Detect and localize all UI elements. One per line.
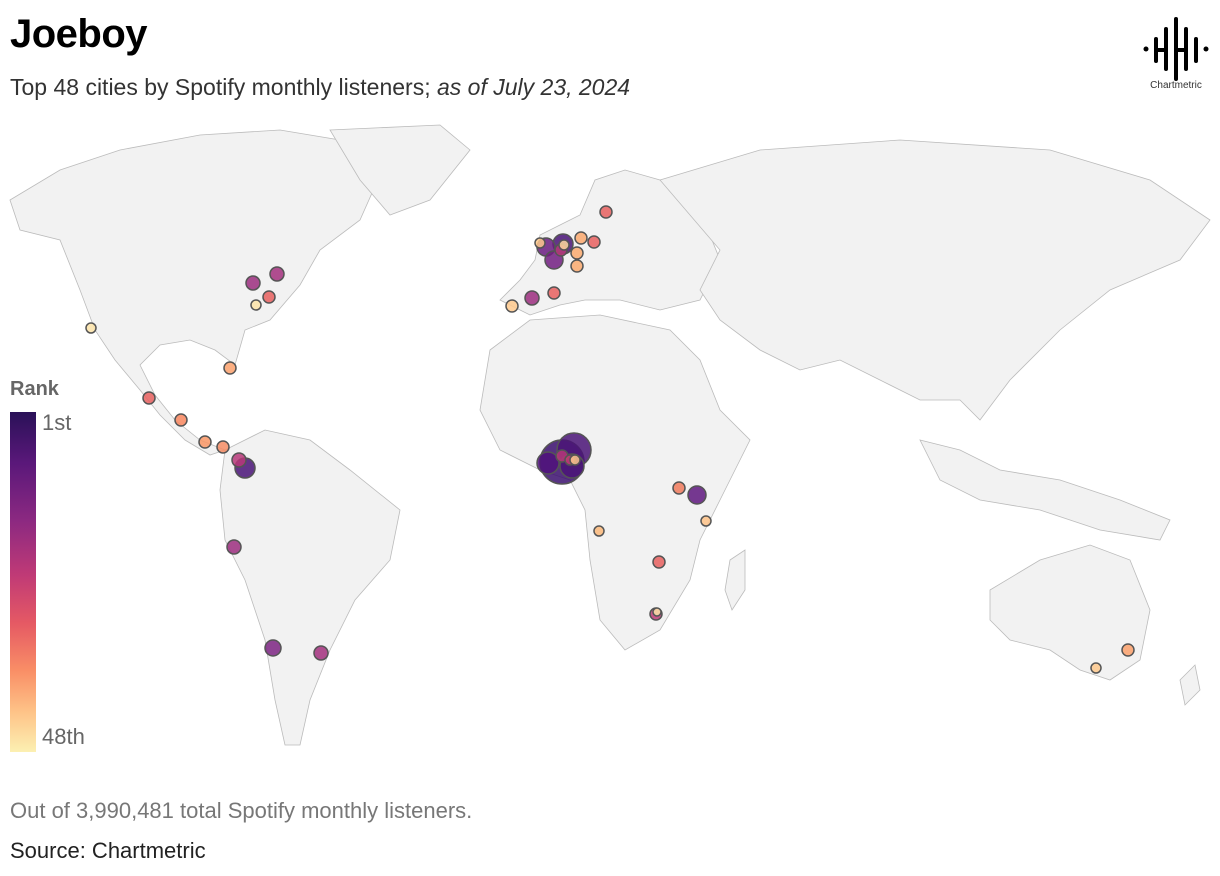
city-bubble <box>547 286 561 300</box>
city-bubble <box>1121 643 1135 657</box>
city-bubbles <box>85 205 1135 674</box>
city-bubble <box>599 205 613 219</box>
subtitle-main: Top 48 cities by Spotify monthly listene… <box>10 74 437 100</box>
city-bubble <box>223 361 237 375</box>
city-bubble <box>174 413 188 427</box>
city-bubble <box>687 485 707 505</box>
city-bubble <box>536 451 560 475</box>
city-bubble <box>524 290 540 306</box>
subtitle-date: as of July 23, 2024 <box>436 74 631 100</box>
city-bubble <box>142 391 156 405</box>
city-bubble <box>505 299 519 313</box>
city-bubble <box>245 275 261 291</box>
city-bubble <box>231 452 247 468</box>
city-bubble <box>216 440 230 454</box>
legend-bottom-label: 48th <box>42 724 85 749</box>
city-bubble <box>85 322 97 334</box>
world-map <box>9 124 1211 746</box>
city-bubble <box>652 555 666 569</box>
city-bubble <box>250 299 262 311</box>
chart-title: Joeboy <box>10 12 148 56</box>
city-bubble <box>264 639 282 657</box>
chartmetric-waveform-icon <box>1143 17 1209 81</box>
city-bubble <box>652 607 662 617</box>
city-bubble <box>534 237 546 249</box>
city-bubble <box>558 239 570 251</box>
rank-color-scale <box>10 412 36 752</box>
city-bubble <box>672 481 686 495</box>
city-bubble <box>574 231 588 245</box>
city-bubble <box>262 290 276 304</box>
chart-subtitle: Top 48 cities by Spotify monthly listene… <box>10 74 630 101</box>
city-bubble <box>587 235 601 249</box>
total-listeners-note: Out of 3,990,481 total Spotify monthly l… <box>10 798 473 823</box>
city-bubble <box>569 454 581 466</box>
legend-title: Rank <box>10 378 59 400</box>
legend-top-label: 1st <box>42 410 72 435</box>
city-bubble <box>570 259 584 273</box>
land-masses <box>9 124 1211 746</box>
city-bubble <box>1090 662 1102 674</box>
source-label: Source: Chartmetric <box>10 838 206 863</box>
city-bubble <box>269 266 285 282</box>
city-bubble <box>198 435 212 449</box>
city-bubble <box>700 515 712 527</box>
city-bubble <box>226 539 242 555</box>
logo-label: Chartmetric <box>1150 80 1202 91</box>
city-bubble <box>593 525 605 537</box>
city-bubble <box>313 645 329 661</box>
city-bubble <box>570 246 584 260</box>
